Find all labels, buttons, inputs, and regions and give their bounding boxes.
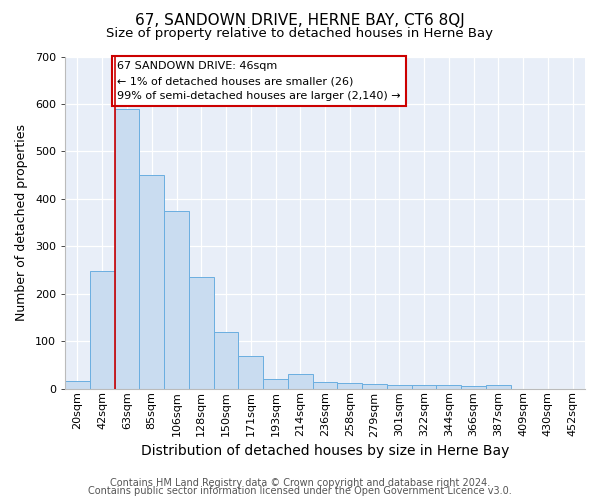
Bar — [337, 383, 362, 388]
Bar — [387, 385, 412, 388]
Bar — [412, 386, 436, 388]
X-axis label: Distribution of detached houses by size in Herne Bay: Distribution of detached houses by size … — [141, 444, 509, 458]
Bar — [238, 356, 263, 388]
Bar — [436, 386, 461, 388]
Text: Contains HM Land Registry data © Crown copyright and database right 2024.: Contains HM Land Registry data © Crown c… — [110, 478, 490, 488]
Bar — [263, 378, 288, 388]
Bar — [189, 277, 214, 388]
Text: Contains public sector information licensed under the Open Government Licence v3: Contains public sector information licen… — [88, 486, 512, 496]
Text: 67 SANDOWN DRIVE: 46sqm
← 1% of detached houses are smaller (26)
99% of semi-det: 67 SANDOWN DRIVE: 46sqm ← 1% of detached… — [117, 61, 401, 101]
Bar — [214, 332, 238, 388]
Text: Size of property relative to detached houses in Herne Bay: Size of property relative to detached ho… — [107, 28, 493, 40]
Bar — [461, 386, 486, 388]
Y-axis label: Number of detached properties: Number of detached properties — [15, 124, 28, 321]
Bar — [90, 271, 115, 388]
Text: 67, SANDOWN DRIVE, HERNE BAY, CT6 8QJ: 67, SANDOWN DRIVE, HERNE BAY, CT6 8QJ — [135, 12, 465, 28]
Bar — [486, 385, 511, 388]
Bar — [115, 108, 139, 388]
Bar — [65, 380, 90, 388]
Bar — [164, 210, 189, 388]
Bar — [139, 175, 164, 388]
Bar — [288, 374, 313, 388]
Bar — [313, 382, 337, 388]
Bar — [362, 384, 387, 388]
